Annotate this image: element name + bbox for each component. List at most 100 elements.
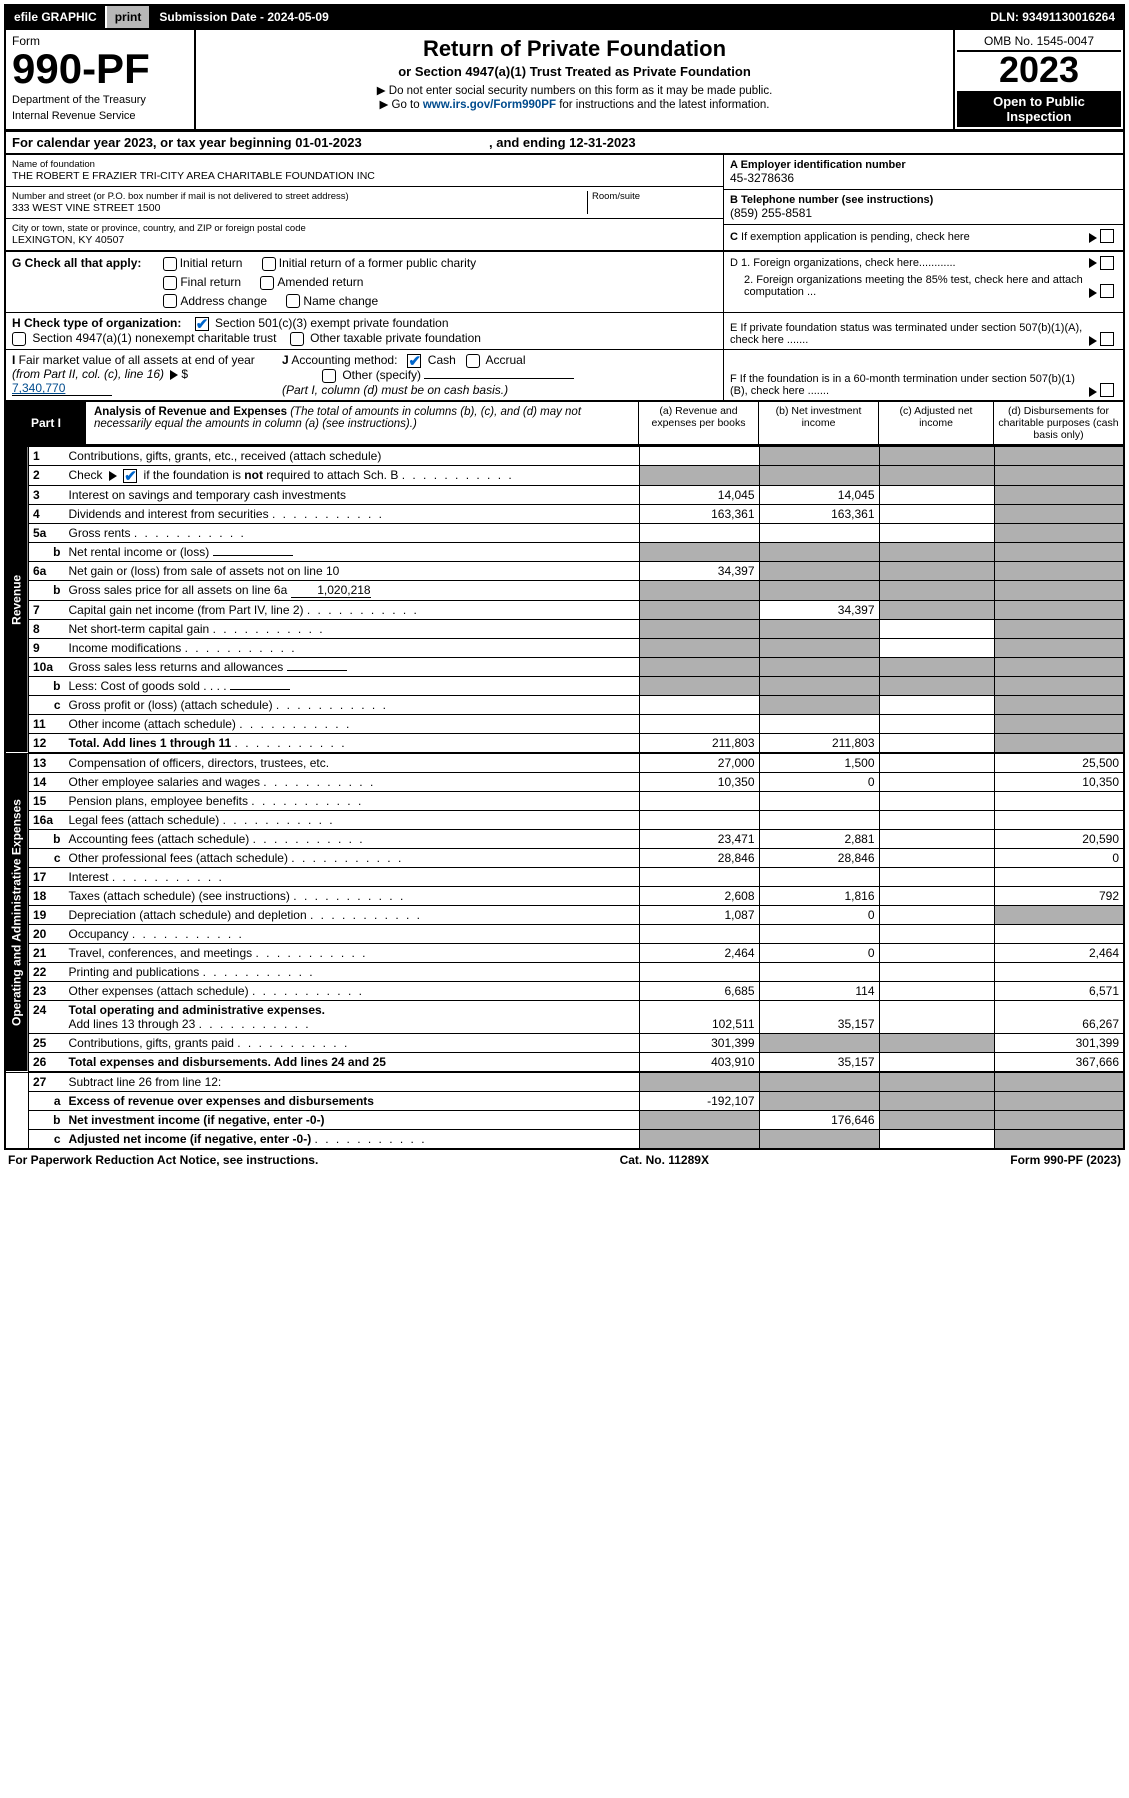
expenses-label: Operating and Administrative Expenses <box>5 753 29 1072</box>
revenue-label: Revenue <box>5 446 29 753</box>
line-4: Dividends and interest from securities <box>65 504 640 523</box>
street-label: Number and street (or P.O. box number if… <box>12 191 587 202</box>
phone: (859) 255-8581 <box>730 206 1117 220</box>
line-8: Net short-term capital gain <box>65 619 640 638</box>
line-11: Other income (attach schedule) <box>65 714 640 733</box>
chk-501c3[interactable] <box>195 317 209 331</box>
chk-other-method[interactable] <box>322 369 336 383</box>
line-6b: Gross sales price for all assets on line… <box>65 580 640 600</box>
part-tab: Part I <box>6 402 86 444</box>
chk-initial[interactable] <box>163 257 177 271</box>
line-20: Occupancy <box>65 924 640 943</box>
line-27c: Adjusted net income (if negative, enter … <box>65 1129 640 1149</box>
bullet-2: ▶ Go to www.irs.gov/Form990PF for instru… <box>206 97 943 111</box>
col-c: (c) Adjusted net income <box>878 402 993 444</box>
section-i: I Fair market value of all assets at end… <box>4 349 1125 402</box>
f-checkbox[interactable] <box>1100 383 1114 397</box>
line-27: Subtract line 26 from line 12: <box>65 1072 640 1091</box>
form-header: Form 990-PF Department of the Treasury I… <box>4 30 1125 131</box>
chk-name[interactable] <box>286 294 300 308</box>
chk-schb[interactable] <box>123 469 137 483</box>
part-note: (Part I, column (d) must be on cash basi… <box>282 383 508 397</box>
d1-label: D 1. Foreign organizations, check here..… <box>730 257 1086 269</box>
section-g: G Check all that apply: Initial return I… <box>4 252 1125 312</box>
calendar-year: For calendar year 2023, or tax year begi… <box>4 131 1125 155</box>
print-label[interactable]: print <box>107 6 152 28</box>
f-label: F If the foundation is in a 60-month ter… <box>730 373 1086 397</box>
street: 333 WEST VINE STREET 1500 <box>12 202 587 214</box>
d2-checkbox[interactable] <box>1100 284 1114 298</box>
line-14: Other employee salaries and wages <box>65 772 640 791</box>
phone-label: B Telephone number (see instructions) <box>730 194 1117 206</box>
line-27a: Excess of revenue over expenses and disb… <box>65 1091 640 1110</box>
line-12: Total. Add lines 1 through 11 <box>65 733 640 752</box>
irs-label: Internal Revenue Service <box>12 110 188 122</box>
chk-other-taxable[interactable] <box>290 332 304 346</box>
line-18: Taxes (attach schedule) (see instruction… <box>65 886 640 905</box>
line-16b: Accounting fees (attach schedule) <box>65 829 640 848</box>
e-checkbox[interactable] <box>1100 332 1114 346</box>
form-number: 990-PF <box>12 48 188 90</box>
line-27b: Net investment income (if negative, ente… <box>65 1110 640 1129</box>
line-3: Interest on savings and temporary cash i… <box>65 485 640 504</box>
footer-right: Form 990-PF (2023) <box>1010 1153 1121 1167</box>
chk-cash[interactable] <box>407 354 421 368</box>
chk-accrual[interactable] <box>466 354 480 368</box>
section-h: H Check type of organization: Section 50… <box>4 312 1125 349</box>
dept-label: Department of the Treasury <box>12 94 188 106</box>
chk-address[interactable] <box>163 294 177 308</box>
line-6a: Net gain or (loss) from sale of assets n… <box>65 561 640 580</box>
fmv-value[interactable]: 7,340,770 <box>12 381 112 396</box>
chk-final[interactable] <box>163 276 177 290</box>
id-block: Name of foundation THE ROBERT E FRAZIER … <box>4 155 1125 252</box>
line-17: Interest <box>65 867 640 886</box>
line-10b: Less: Cost of goods sold . . . . <box>65 676 640 695</box>
line-15: Pension plans, employee benefits <box>65 791 640 810</box>
part-i-header: Part I Analysis of Revenue and Expenses … <box>4 402 1125 446</box>
d1-checkbox[interactable] <box>1100 256 1114 270</box>
dln: DLN: 93491130016264 <box>982 6 1123 28</box>
topbar: efile GRAPHIC print Submission Date - 20… <box>4 4 1125 30</box>
line-16a: Legal fees (attach schedule) <box>65 810 640 829</box>
tax-year: 2023 <box>957 52 1121 88</box>
city: LEXINGTON, KY 40507 <box>12 234 717 246</box>
foundation-name: THE ROBERT E FRAZIER TRI-CITY AREA CHARI… <box>12 170 717 182</box>
irs-link[interactable]: www.irs.gov/Form990PF <box>423 99 556 111</box>
line-19: Depreciation (attach schedule) and deple… <box>65 905 640 924</box>
chk-4947[interactable] <box>12 332 26 346</box>
c-checkbox[interactable] <box>1100 229 1114 243</box>
col-d: (d) Disbursements for charitable purpose… <box>993 402 1123 444</box>
chk-initial-former[interactable] <box>262 257 276 271</box>
line-21: Travel, conferences, and meetings <box>65 943 640 962</box>
efile-label: efile GRAPHIC <box>6 6 107 28</box>
form-title: Return of Private Foundation <box>206 36 943 62</box>
ein-label: A Employer identification number <box>730 159 1117 171</box>
form-subtitle: or Section 4947(a)(1) Trust Treated as P… <box>206 64 943 79</box>
line-13: Compensation of officers, directors, tru… <box>65 753 640 772</box>
line-10c: Gross profit or (loss) (attach schedule) <box>65 695 640 714</box>
c-label: If exemption application is pending, che… <box>741 231 970 243</box>
line-10a: Gross sales less returns and allowances <box>65 657 640 676</box>
submission-date: Submission Date - 2024-05-09 <box>151 6 982 28</box>
revenue-expense-table: Revenue 1Contributions, gifts, grants, e… <box>4 446 1125 1150</box>
line-1: Contributions, gifts, grants, etc., rece… <box>65 446 640 465</box>
e-label: E If private foundation status was termi… <box>730 322 1086 346</box>
line-23: Other expenses (attach schedule) <box>65 981 640 1000</box>
ein: 45-3278636 <box>730 171 1117 185</box>
line-26: Total expenses and disbursements. Add li… <box>65 1052 640 1071</box>
line-16c: Other professional fees (attach schedule… <box>65 848 640 867</box>
room-label: Room/suite <box>592 191 717 202</box>
line-24: Total operating and administrative expen… <box>65 1000 640 1033</box>
footer-mid: Cat. No. 11289X <box>620 1153 709 1167</box>
open-public: Open to Public Inspection <box>957 91 1121 127</box>
line-25: Contributions, gifts, grants paid <box>65 1033 640 1052</box>
name-label: Name of foundation <box>12 159 717 170</box>
line-2: Check if the foundation is not required … <box>65 465 640 485</box>
col-b: (b) Net investment income <box>758 402 878 444</box>
footer-left: For Paperwork Reduction Act Notice, see … <box>8 1153 318 1167</box>
line-5a: Gross rents <box>65 523 640 542</box>
footer: For Paperwork Reduction Act Notice, see … <box>4 1150 1125 1170</box>
d2-label: 2. Foreign organizations meeting the 85%… <box>730 274 1086 298</box>
city-label: City or town, state or province, country… <box>12 223 717 234</box>
chk-amended[interactable] <box>260 276 274 290</box>
